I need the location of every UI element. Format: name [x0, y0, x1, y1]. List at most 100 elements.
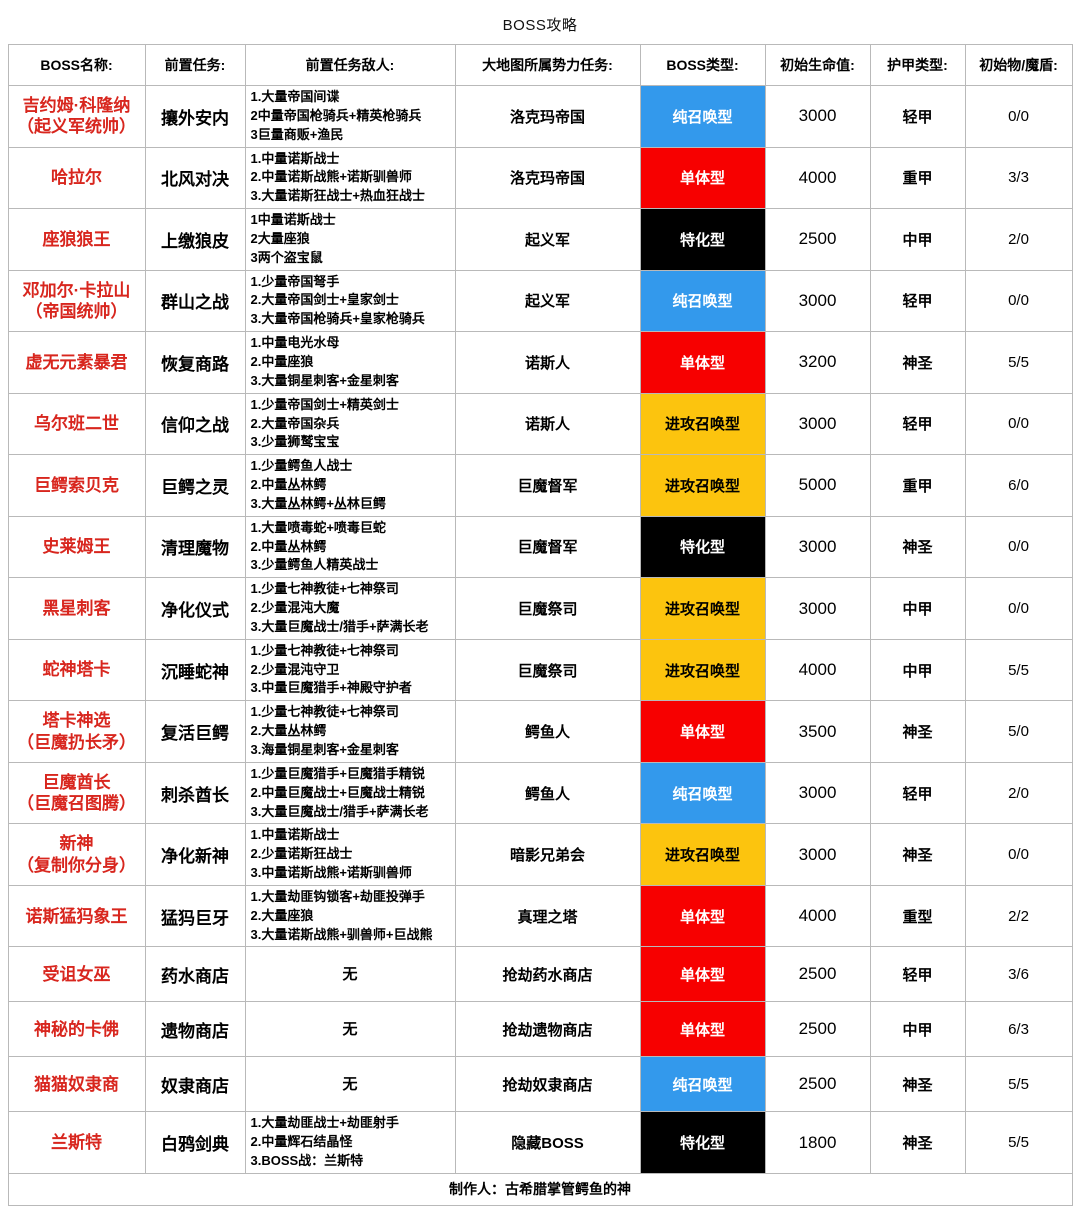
task-cell: 信仰之战 — [144, 392, 246, 456]
faction-cell: 抢劫药水商店 — [454, 946, 641, 1003]
armor-cell: 神圣 — [869, 1111, 966, 1174]
hp-cell: 3000 — [764, 823, 871, 886]
boss-name-cell: 吉约姆·科隆纳 （起义军统帅） — [7, 85, 146, 148]
boss-type-badge: 纯召唤型 — [639, 269, 766, 333]
column-header-faction-task: 大地图所属势力任务: — [454, 44, 641, 86]
enemies-cell: 1中量诺斯战士 2大量座狼 3两个盗宝鼠 — [244, 208, 456, 271]
armor-cell: 重型 — [869, 884, 966, 948]
hp-cell: 3000 — [764, 85, 871, 148]
faction-cell: 诺斯人 — [454, 331, 641, 394]
table-row: 受诅女巫 药水商店无抢劫药水商店 单体型 2500 轻甲 3/6 — [7, 946, 1073, 1003]
hp-cell: 3500 — [764, 700, 871, 763]
hp-cell: 3000 — [764, 269, 871, 333]
boss-type-badge: 单体型 — [639, 331, 766, 394]
boss-name-cell: 哈拉尔 — [7, 146, 146, 210]
armor-cell: 中甲 — [869, 208, 966, 271]
faction-cell: 巨魔祭司 — [454, 638, 641, 702]
armor-cell: 轻甲 — [869, 946, 966, 1003]
shield-cell: 5/0 — [964, 700, 1073, 763]
enemies-cell: 1.大量劫匪战士+劫匪射手 2.中量辉石结晶怪 3.BOSS战：兰斯特 — [244, 1111, 456, 1174]
boss-type-badge: 进攻召唤型 — [639, 638, 766, 702]
task-cell: 群山之战 — [144, 269, 246, 333]
shield-cell: 3/6 — [964, 946, 1073, 1003]
hp-cell: 3000 — [764, 392, 871, 456]
armor-cell: 中甲 — [869, 1001, 966, 1058]
faction-cell: 抢劫遗物商店 — [454, 1001, 641, 1058]
table-row: 哈拉尔 北风对决 1.中量诺斯战士 2.中量诺斯战熊+诺斯驯兽师 3.大量诺斯狂战士… — [7, 146, 1073, 210]
shield-cell: 0/0 — [964, 269, 1073, 333]
enemies-cell: 1.少量七神教徒+七神祭司 2.大量丛林鳄 3.海量铜星刺客+金星刺客 — [244, 700, 456, 763]
table-footer-credit: 制作人：古希腊掌管鳄鱼的神 — [7, 1172, 1073, 1206]
shield-cell: 6/3 — [964, 1001, 1073, 1058]
task-cell: 复活巨鳄 — [144, 700, 246, 763]
table-row: 乌尔班二世 信仰之战 1.少量帝国剑士+精英剑士 2.大量帝国杂兵 3.少量狮鹫宝宝… — [7, 392, 1073, 456]
table-row: 诺斯猛犸象王 猛犸巨牙 1.大量劫匪钩锁客+劫匪投弹手 2.大量座狼 3.大量诺斯战… — [7, 884, 1073, 948]
boss-name-cell: 塔卡神选 （巨魔扔长矛） — [7, 700, 146, 763]
faction-cell: 鳄鱼人 — [454, 761, 641, 825]
armor-cell: 神圣 — [869, 700, 966, 763]
shield-cell: 0/0 — [964, 823, 1073, 886]
shield-cell: 0/0 — [964, 392, 1073, 456]
table-row: 蛇神塔卡 沉睡蛇神 1.少量七神教徒+七神祭司 2.少量混沌守卫 3.中量巨魔猎手+… — [7, 638, 1073, 702]
boss-table: BOSS名称: 前置任务: 前置任务敌人: 大地图所属势力任务: BOSS类型: 初始生命… — [7, 44, 1073, 1206]
task-cell: 奴隶商店 — [144, 1056, 246, 1113]
page-title: BOSS攻略 — [502, 17, 578, 34]
shield-cell: 2/0 — [964, 208, 1073, 271]
armor-cell: 神圣 — [869, 823, 966, 886]
shield-cell: 5/5 — [964, 1056, 1073, 1113]
boss-name-cell: 兰斯特 — [7, 1111, 146, 1174]
task-cell: 沉睡蛇神 — [144, 638, 246, 702]
hp-cell: 4000 — [764, 146, 871, 210]
hp-cell: 1800 — [764, 1111, 871, 1174]
task-cell: 白鸦剑典 — [144, 1111, 246, 1174]
enemies-cell: 1.大量劫匪钩锁客+劫匪投弹手 2.大量座狼 3.大量诺斯战熊+驯兽师+巨战熊 — [244, 884, 456, 948]
boss-type-badge: 单体型 — [639, 884, 766, 948]
armor-cell: 神圣 — [869, 1056, 966, 1113]
enemies-cell: 1.少量七神教徒+七神祭司 2.少量混沌大魔 3.大量巨魔战士/猎手+萨满长老 — [244, 577, 456, 640]
boss-type-badge: 单体型 — [639, 946, 766, 1003]
boss-type-badge: 纯召唤型 — [639, 761, 766, 825]
boss-name-cell: 诺斯猛犸象王 — [7, 884, 146, 948]
table-row: 塔卡神选 （巨魔扔长矛） 复活巨鳄 1.少量七神教徒+七神祭司 2.大量丛林鳄 3.… — [7, 700, 1073, 763]
hp-cell: 3200 — [764, 331, 871, 394]
faction-cell: 巨魔督军 — [454, 515, 641, 579]
task-cell: 遗物商店 — [144, 1001, 246, 1058]
task-cell: 巨鳄之灵 — [144, 454, 246, 517]
task-cell: 猛犸巨牙 — [144, 884, 246, 948]
armor-cell: 轻甲 — [869, 761, 966, 825]
armor-cell: 轻甲 — [869, 392, 966, 456]
boss-name-cell: 巨鳄索贝克 — [7, 454, 146, 517]
hp-cell: 5000 — [764, 454, 871, 517]
faction-cell: 诺斯人 — [454, 392, 641, 456]
shield-cell: 5/5 — [964, 638, 1073, 702]
boss-name-cell: 乌尔班二世 — [7, 392, 146, 456]
faction-cell: 洛克玛帝国 — [454, 85, 641, 148]
boss-type-badge: 进攻召唤型 — [639, 392, 766, 456]
table-row: 兰斯特 白鸦剑典 1.大量劫匪战士+劫匪射手 2.中量辉石结晶怪 3.BOSS战：兰… — [7, 1111, 1073, 1174]
faction-cell: 起义军 — [454, 269, 641, 333]
enemies-cell: 1.中量诺斯战士 2.少量诺斯狂战士 3.中量诺斯战熊+诺斯驯兽师 — [244, 823, 456, 886]
boss-name-cell: 猫猫奴隶商 — [7, 1056, 146, 1113]
boss-name-cell: 虚无元素暴君 — [7, 331, 146, 394]
enemies-cell: 1.大量喷毒蛇+喷毒巨蛇 2.中量丛林鳄 3.少量鳄鱼人精英战士 — [244, 515, 456, 579]
enemies-cell: 无 — [244, 946, 456, 1003]
enemies-cell: 1.少量鳄鱼人战士 2.中量丛林鳄 3.大量丛林鳄+丛林巨鳄 — [244, 454, 456, 517]
enemies-cell: 1.少量巨魔猎手+巨魔猎手精锐 2.中量巨魔战士+巨魔战士精锐 3.大量巨魔战士… — [244, 761, 456, 825]
enemies-cell: 1.少量帝国弩手 2.大量帝国剑士+皇家剑士 3.大量帝国枪骑兵+皇家枪骑兵 — [244, 269, 456, 333]
faction-cell: 巨魔督军 — [454, 454, 641, 517]
table-row: 新神 （复制你分身） 净化新神 1.中量诺斯战士 2.少量诺斯狂战士 3.中量诺斯战… — [7, 823, 1073, 886]
task-cell: 攘外安内 — [144, 85, 246, 148]
faction-cell: 隐藏BOSS — [454, 1111, 641, 1174]
task-cell: 清理魔物 — [144, 515, 246, 579]
boss-type-badge: 特化型 — [639, 1111, 766, 1174]
shield-cell: 2/0 — [964, 761, 1073, 825]
boss-type-badge: 纯召唤型 — [639, 1056, 766, 1113]
armor-cell: 轻甲 — [869, 85, 966, 148]
table-footer-row: 制作人：古希腊掌管鳄鱼的神 — [7, 1172, 1073, 1206]
column-header-prereq-enemies: 前置任务敌人: — [244, 44, 456, 86]
boss-type-badge: 纯召唤型 — [639, 85, 766, 148]
boss-type-badge: 单体型 — [639, 146, 766, 210]
shield-cell: 0/0 — [964, 85, 1073, 148]
shield-cell: 6/0 — [964, 454, 1073, 517]
faction-cell: 真理之塔 — [454, 884, 641, 948]
